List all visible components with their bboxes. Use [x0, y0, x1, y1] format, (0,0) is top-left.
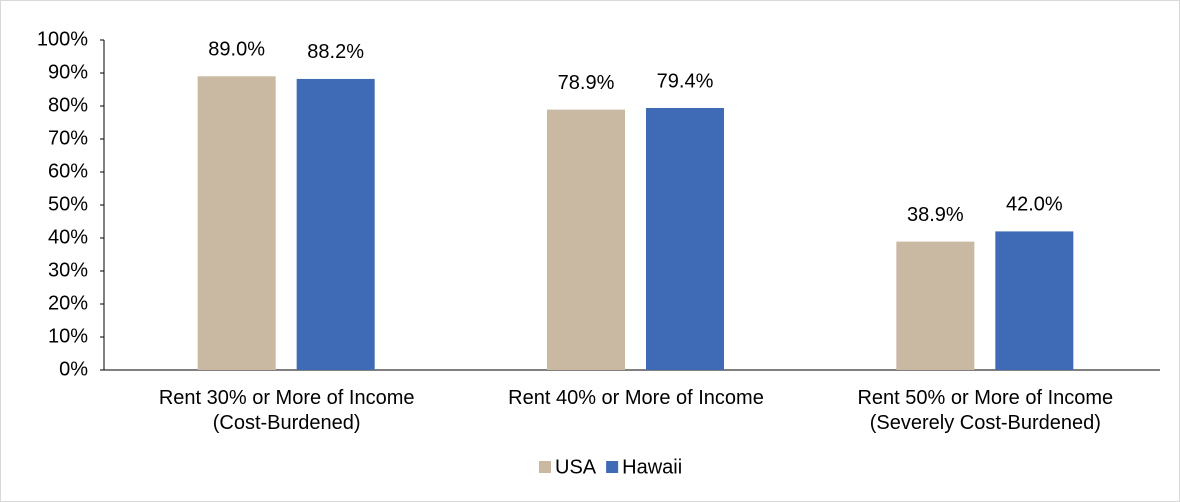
y-tick-label: 10%	[48, 325, 88, 347]
bar	[896, 241, 975, 370]
x-tick-label: Rent 40% or More of Income	[508, 387, 764, 409]
x-tick-label: Rent 30% or More of Income (Cost-Burdene…	[158, 387, 415, 434]
legend-label: USA	[555, 456, 597, 478]
y-tick-label: 0%	[59, 358, 88, 380]
bar	[547, 109, 625, 370]
y-tick-label: 90%	[48, 61, 88, 83]
data-label: 42.0%	[1006, 194, 1063, 216]
y-tick-label: 100%	[37, 28, 88, 50]
y-tick-label: 60%	[48, 160, 88, 182]
bar	[197, 76, 276, 371]
data-label: 79.4%	[657, 70, 714, 92]
legend-swatch	[539, 461, 551, 473]
y-tick-label: 80%	[48, 94, 88, 116]
bar	[646, 107, 724, 370]
y-tick-label: 30%	[48, 259, 88, 281]
data-label: 88.2%	[307, 41, 364, 63]
data-label: 89.0%	[208, 39, 265, 61]
y-tick-label: 40%	[48, 226, 88, 248]
data-label: 38.9%	[907, 204, 964, 226]
legend-swatch	[606, 461, 619, 473]
bar	[995, 231, 1074, 370]
x-tick-label: Rent 50% or More of Income (Severely Cos…	[857, 387, 1114, 434]
bar	[296, 78, 375, 370]
y-tick-label: 20%	[48, 292, 88, 314]
y-tick-label: 70%	[48, 127, 88, 149]
legend-label: Hawaii	[622, 456, 682, 478]
data-label: 78.9%	[558, 72, 615, 94]
y-tick-label: 50%	[48, 193, 88, 215]
